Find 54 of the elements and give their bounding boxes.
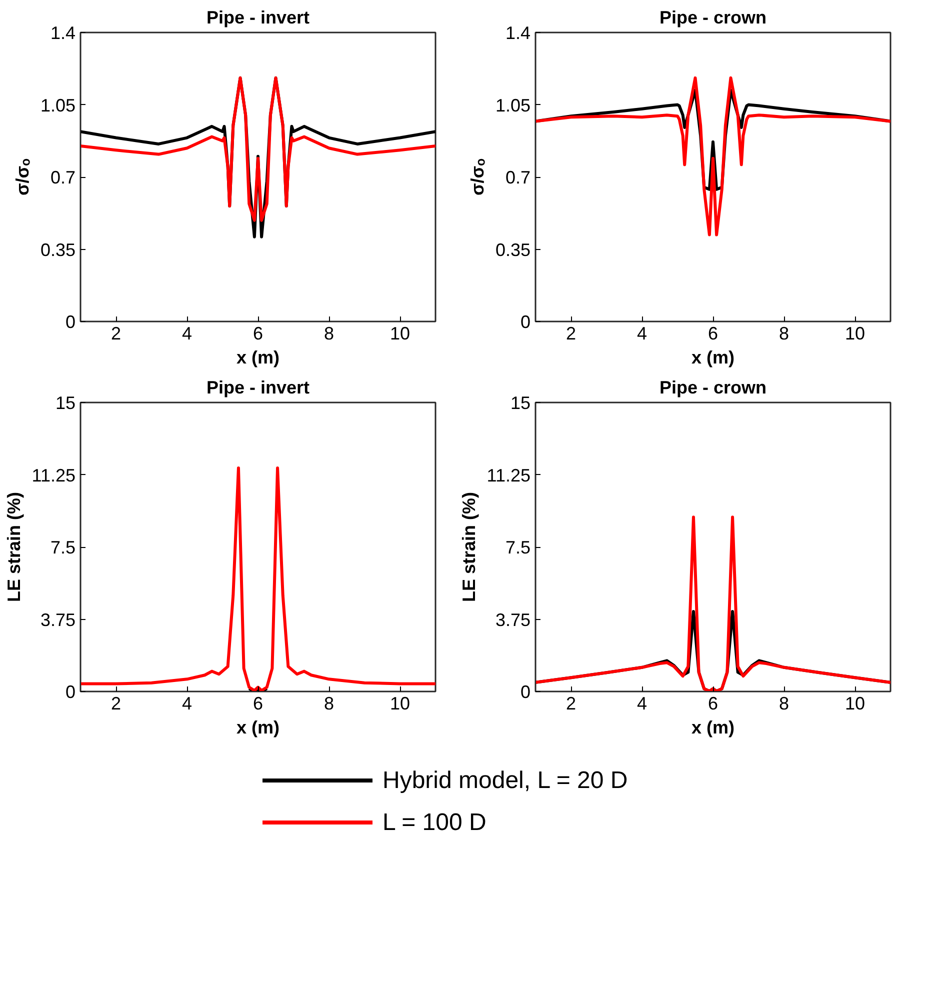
y-tick-label: 1.05 (495, 95, 531, 116)
y-tick-label: 0.7 (505, 168, 531, 188)
x-axis-title: x (m) (692, 718, 735, 738)
x-tick-label: 4 (636, 324, 648, 344)
x-tick-label: 6 (708, 324, 718, 344)
x-tick-label: 2 (110, 324, 122, 344)
y-tick-label: 3.75 (495, 610, 531, 630)
x-tick-label: 2 (110, 694, 122, 714)
x-tick-label: 8 (778, 694, 790, 714)
y-tick-label: 1.05 (40, 95, 76, 116)
x-tick-label: 10 (390, 694, 410, 714)
y-tick-label: 7.5 (505, 538, 531, 558)
chart-title: Pipe - invert (206, 8, 310, 28)
y-tick-label: 1.4 (50, 23, 76, 43)
x-tick-label: 2 (566, 324, 576, 344)
x-tick-label: 2 (566, 694, 576, 714)
y-axis-title: σ/σₒ (467, 158, 488, 196)
x-tick-label: 8 (778, 324, 790, 344)
x-tick-label: 6 (708, 694, 718, 714)
x-axis-title: x (m) (236, 718, 280, 738)
x-tick-label: 4 (182, 694, 192, 714)
y-axis-title: LE strain (%) (4, 492, 24, 602)
x-tick-label: 4 (182, 324, 192, 344)
chart-title: Pipe - crown (659, 8, 767, 28)
y-tick-label: 15 (55, 393, 76, 413)
x-axis-title: x (m) (692, 348, 735, 368)
x-tick-label: 4 (636, 694, 648, 714)
y-tick-label: 7.5 (50, 538, 76, 558)
y-tick-label: 11.25 (486, 465, 531, 486)
y-tick-label: 0.7 (50, 168, 76, 188)
x-axis-title: x (m) (236, 348, 280, 368)
legend-label: L = 100 D (382, 809, 486, 836)
x-tick-label: 10 (844, 324, 866, 344)
x-tick-label: 10 (844, 694, 866, 714)
y-axis-title: LE strain (%) (458, 492, 479, 602)
x-tick-label: 6 (252, 324, 264, 344)
x-tick-label: 10 (390, 324, 410, 344)
y-tick-label: 0 (520, 312, 531, 332)
x-tick-label: 8 (324, 694, 334, 714)
y-tick-label: 11.25 (32, 465, 76, 486)
y-tick-label: 0 (520, 682, 531, 702)
y-axis-title: σ/σₒ (12, 158, 32, 196)
x-tick-label: 6 (252, 694, 264, 714)
chart-title: Pipe - invert (206, 378, 310, 398)
y-tick-label: 0 (65, 682, 76, 702)
chart-title: Pipe - crown (659, 378, 767, 398)
y-tick-label: 0.35 (495, 240, 531, 260)
y-tick-label: 0 (65, 312, 76, 332)
y-tick-label: 0.35 (40, 240, 76, 260)
y-tick-label: 15 (510, 393, 531, 413)
x-tick-label: 8 (324, 324, 334, 344)
y-tick-label: 3.75 (40, 610, 76, 630)
legend-label: Hybrid model, L = 20 D (382, 767, 628, 794)
y-tick-label: 1.4 (505, 23, 531, 43)
